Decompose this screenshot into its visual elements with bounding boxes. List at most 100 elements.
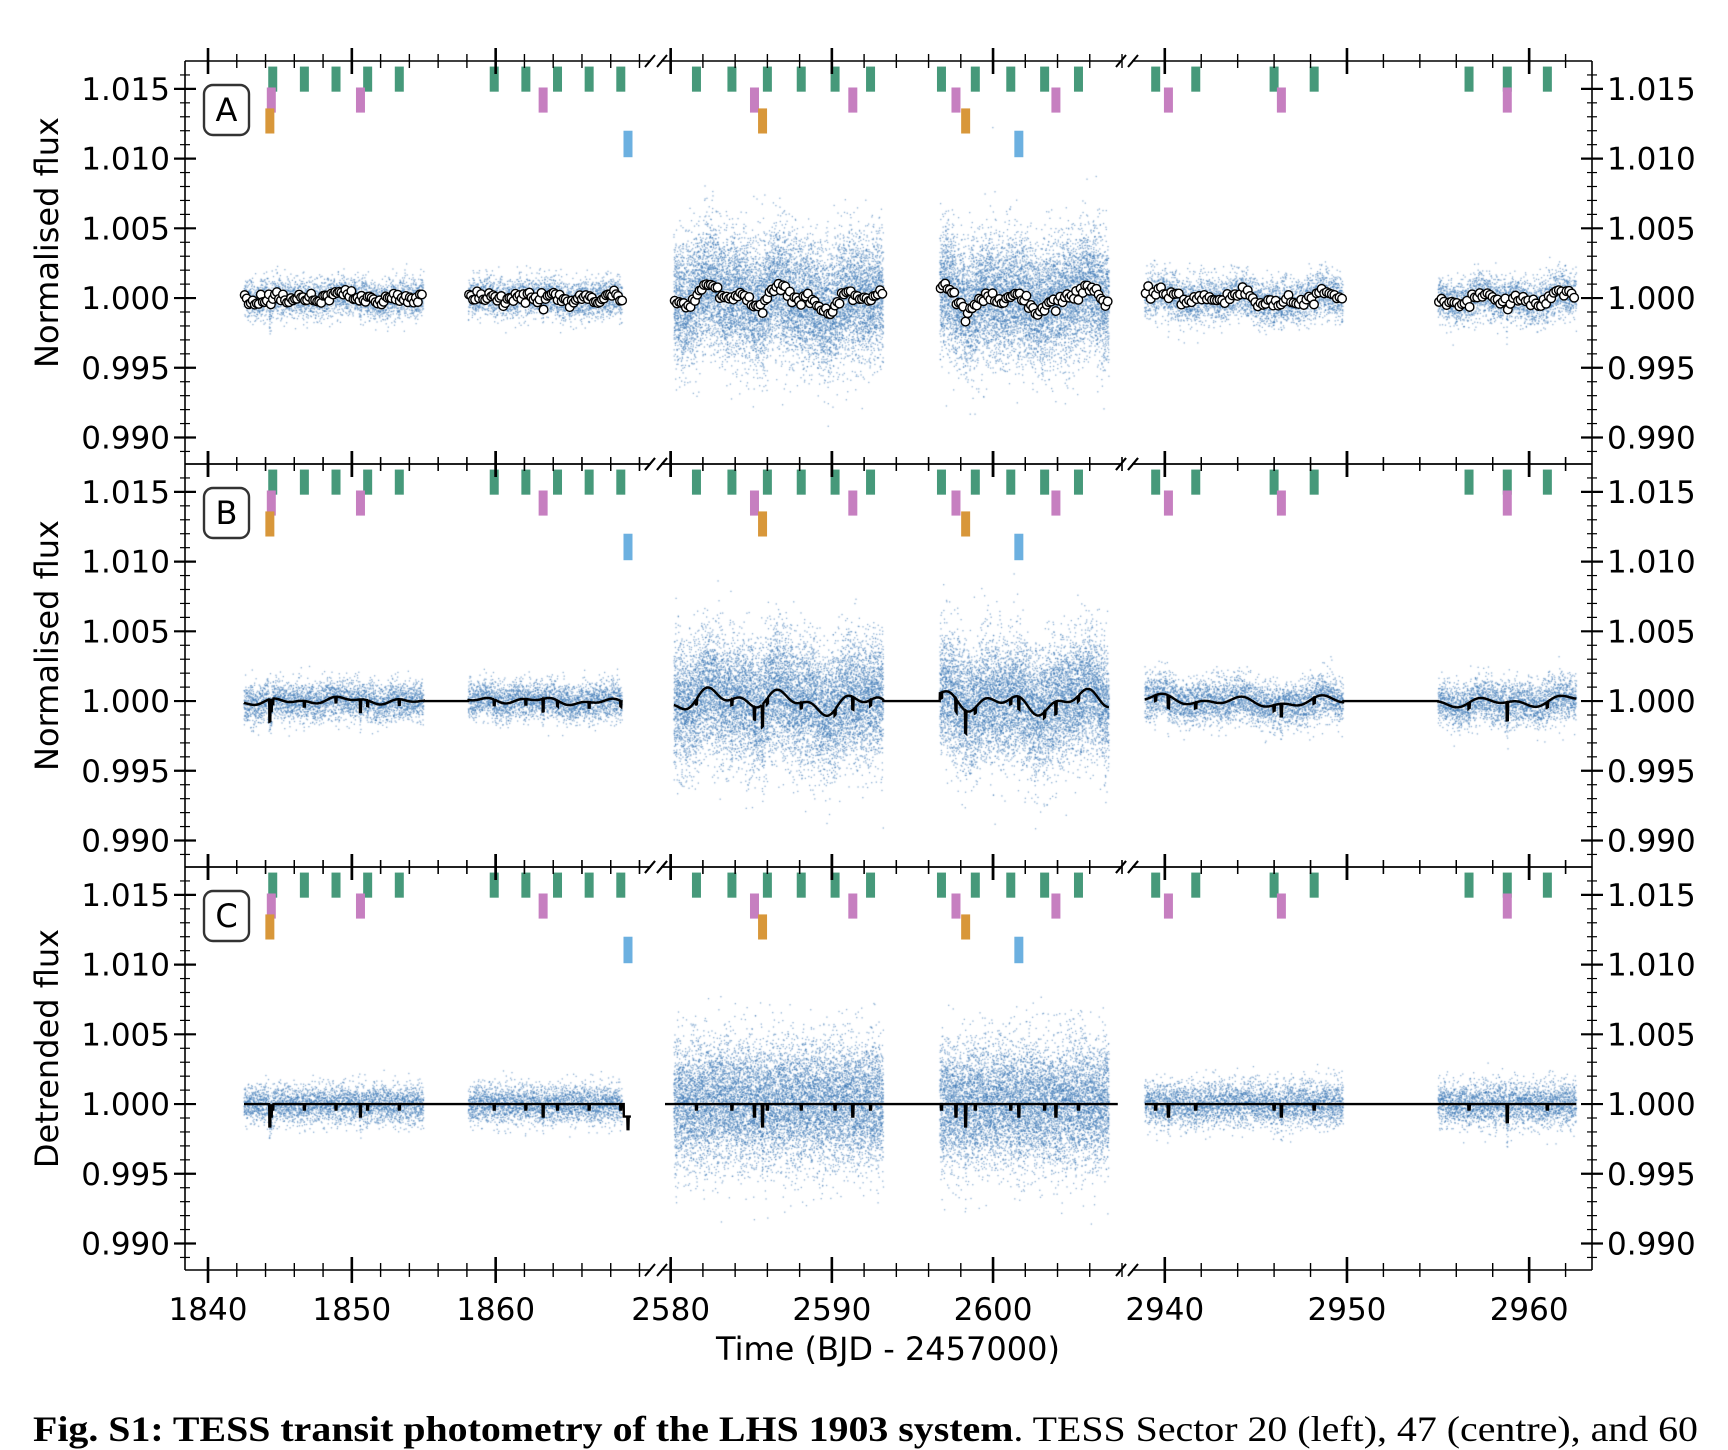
binned-point: [744, 291, 755, 302]
transit-marker-green: [1040, 872, 1050, 898]
transit-marker-green: [1191, 66, 1201, 92]
transit-marker-green: [1269, 872, 1279, 898]
model-line-panel-c: [665, 1102, 1118, 1128]
y-tick-label-left: 1.005: [81, 211, 170, 247]
transit-marker-pink: [848, 87, 858, 113]
y-tick-label-left: 1.005: [81, 1017, 170, 1053]
transit-marker-green: [1502, 872, 1512, 898]
caption-rest: . TESS Sector 20 (left), 47 (centre), an…: [1013, 1409, 1698, 1449]
transit-marker-green: [616, 469, 626, 495]
y-tick-label-right: 1.010: [1607, 948, 1696, 984]
transit-marker-pink: [538, 893, 548, 919]
binned-point: [757, 308, 768, 319]
binned-point: [960, 316, 971, 327]
axis-break-mark: [644, 54, 656, 68]
transit-marker-green: [796, 872, 806, 898]
panel-label: A: [216, 91, 238, 129]
y-tick-label-right: 1.015: [1607, 878, 1696, 914]
binned-point: [877, 288, 888, 299]
transit-marker-green: [936, 66, 946, 92]
y-tick-label-right: 1.010: [1607, 142, 1696, 178]
axis-break-mark: [644, 1263, 656, 1277]
axis-break-mark: [644, 457, 656, 471]
transit-marker-green: [970, 66, 980, 92]
axis-break-mark: [1115, 1263, 1127, 1277]
transit-marker-green: [268, 66, 278, 92]
transit-marker-green: [299, 66, 309, 92]
transit-marker-pink: [266, 490, 276, 516]
y-tick-label-right: 1.010: [1607, 545, 1696, 581]
transit-marker-green: [1006, 66, 1016, 92]
transit-marker-green: [1151, 66, 1161, 92]
transit-marker-green: [936, 469, 946, 495]
y-tick-label-right: 1.005: [1607, 211, 1696, 247]
transit-marker-orange: [265, 511, 275, 537]
model-line-panel-b: [1144, 692, 1577, 722]
transit-marker-pink: [951, 893, 961, 919]
y-tick-label-right: 1.015: [1607, 475, 1696, 511]
x-tick-label: 2940: [1125, 1292, 1204, 1328]
transit-marker-green: [553, 872, 563, 898]
transit-marker-green: [1151, 872, 1161, 898]
transit-marker-green: [762, 872, 772, 898]
transit-marker-blue: [1014, 533, 1024, 561]
binned-point: [1337, 293, 1348, 304]
y-tick-label-left: 1.015: [81, 878, 170, 914]
transit-marker-green: [691, 872, 701, 898]
transit-marker-pink: [1163, 87, 1173, 113]
transit-marker-orange: [961, 914, 971, 940]
y-tick-label-left: 1.010: [81, 948, 170, 984]
transit-marker-green: [830, 872, 840, 898]
transit-marker-pink: [1051, 893, 1061, 919]
panel-label-box: [202, 486, 251, 540]
transit-marker-orange: [758, 108, 768, 134]
axes: 1.015 1.015 1.010 1.010 1.005 1.005 1.000 1.000…: [28, 48, 1696, 1328]
transit-marker-pink: [951, 490, 961, 516]
transit-marker-green: [268, 469, 278, 495]
axis-break-mark: [1115, 54, 1127, 68]
y-tick-label-right: 1.000: [1607, 281, 1696, 317]
transit-marker-pink: [951, 87, 961, 113]
transit-marker-green: [1040, 66, 1050, 92]
y-axis-label: Normalised flux: [28, 520, 66, 771]
binned-point: [520, 298, 531, 309]
transit-marker-blue: [1014, 130, 1024, 158]
transit-marker-pink: [1051, 490, 1061, 516]
transit-marker-pink: [848, 893, 858, 919]
transit-marker-pink: [848, 490, 858, 516]
panel-label: C: [215, 897, 237, 935]
transit-marker-green: [363, 66, 373, 92]
transit-marker-green: [1542, 872, 1552, 898]
binned-point: [1102, 296, 1113, 307]
axis-break-mark: [1115, 860, 1127, 874]
x-tick-label: 2950: [1308, 1292, 1387, 1328]
transit-marker-green: [727, 66, 737, 92]
transit-marker-green: [1073, 66, 1083, 92]
y-tick-label-left: 1.015: [81, 72, 170, 108]
transit-marker-green: [1269, 469, 1279, 495]
transit-marker-green: [394, 469, 404, 495]
transit-marker-green: [363, 469, 373, 495]
transit-marker-green: [866, 469, 876, 495]
panel-label-box: [202, 83, 251, 137]
binned-point: [416, 289, 427, 300]
binned-point: [949, 287, 960, 298]
transit-marker-green: [866, 872, 876, 898]
x-tick-label: 2600: [954, 1292, 1033, 1328]
transit-marker-green: [762, 66, 772, 92]
transit-marker-green: [1191, 872, 1201, 898]
transit-marker-green: [331, 469, 341, 495]
transit-marker-green: [299, 469, 309, 495]
transit-marker-pink: [1502, 893, 1512, 919]
binned-point: [796, 299, 807, 310]
transit-marker-pink: [1051, 87, 1061, 113]
x-tick-label: 2580: [631, 1292, 710, 1328]
transit-marker-blue: [623, 130, 633, 158]
y-tick-label-left: 0.990: [81, 421, 170, 457]
binned-point: [1569, 292, 1580, 303]
transit-marker-green: [830, 66, 840, 92]
y-tick-label-left: 1.000: [81, 684, 170, 720]
